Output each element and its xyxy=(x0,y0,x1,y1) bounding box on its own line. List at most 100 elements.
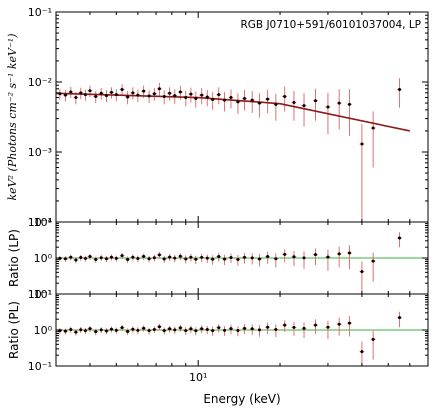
data-point xyxy=(217,255,221,259)
data-point xyxy=(168,255,172,259)
data-point xyxy=(99,91,103,95)
data-point xyxy=(120,88,124,92)
spectrum-frame xyxy=(55,11,429,223)
data-point xyxy=(242,255,246,259)
data-point xyxy=(88,255,92,259)
data-point xyxy=(126,95,130,99)
data-point xyxy=(302,104,306,108)
data-point xyxy=(83,256,87,260)
data-point xyxy=(211,257,215,261)
spectrum-ticks: 10⁻¹ 10⁻² 10⁻³ 10⁻⁴ xyxy=(28,6,429,229)
data-point xyxy=(79,328,83,332)
data-point xyxy=(189,255,193,259)
data-point xyxy=(184,329,188,333)
data-point xyxy=(114,93,118,97)
x-axis-label: Energy (keV) xyxy=(203,392,280,406)
data-point xyxy=(257,101,261,105)
data-point xyxy=(194,329,198,333)
data-point xyxy=(360,350,364,354)
data-point xyxy=(229,96,233,100)
y-tick-label: 10⁻¹ xyxy=(28,6,52,19)
data-point xyxy=(126,329,130,333)
ratio-pl-y-axis-label: Ratio (PL) xyxy=(7,301,21,359)
data-point xyxy=(292,255,296,259)
data-point xyxy=(58,92,62,96)
ratio-lp-error-bars xyxy=(57,232,402,294)
data-point xyxy=(99,256,103,260)
data-point xyxy=(147,257,151,261)
data-point xyxy=(136,93,140,97)
data-point xyxy=(79,91,83,95)
data-point xyxy=(88,89,92,93)
y-tick-label: 10⁻³ xyxy=(28,146,52,159)
ratio-lp-panel: 10¹ 10⁰ 10⁻¹ Ratio (LP) xyxy=(7,216,429,301)
data-point xyxy=(94,257,98,261)
data-point xyxy=(337,252,341,256)
data-point xyxy=(104,94,108,98)
data-point xyxy=(283,252,287,256)
data-point xyxy=(292,325,296,329)
data-point xyxy=(337,322,341,326)
y-tick-label: 10⁰ xyxy=(34,252,53,265)
data-point xyxy=(147,94,151,98)
data-point xyxy=(110,255,114,259)
data-point xyxy=(211,329,215,333)
spectrum-data-points xyxy=(58,87,402,146)
data-point xyxy=(236,328,240,332)
data-point xyxy=(371,259,375,263)
data-point xyxy=(326,325,330,329)
data-point xyxy=(200,93,204,97)
y-tick-label: 10⁻² xyxy=(28,76,52,89)
data-point xyxy=(205,256,209,260)
data-point xyxy=(266,255,270,259)
data-point xyxy=(326,255,330,259)
data-point xyxy=(178,326,182,330)
data-point xyxy=(236,257,240,261)
data-point xyxy=(131,327,135,331)
data-point xyxy=(302,326,306,330)
data-point xyxy=(162,329,166,333)
data-point xyxy=(398,236,402,240)
data-point xyxy=(114,328,118,332)
data-point xyxy=(217,326,221,330)
y-tick-label: 10⁰ xyxy=(34,324,53,337)
data-point xyxy=(274,328,278,332)
spectrum-y-axis-label: keV² (Photons cm⁻² s⁻¹ keV⁻¹) xyxy=(6,34,19,201)
ratio-lp-data-points xyxy=(58,236,402,274)
data-point xyxy=(99,328,103,332)
data-point xyxy=(250,256,254,260)
data-point xyxy=(194,257,198,261)
data-point xyxy=(178,254,182,258)
data-point xyxy=(157,87,161,91)
data-point xyxy=(200,327,204,331)
data-point xyxy=(104,329,108,333)
data-point xyxy=(398,88,402,92)
data-point xyxy=(83,93,87,97)
data-point xyxy=(142,89,146,93)
data-point xyxy=(347,102,351,106)
data-point xyxy=(217,93,221,97)
data-point xyxy=(136,256,140,260)
data-point xyxy=(152,256,156,260)
data-point xyxy=(79,256,83,260)
data-point xyxy=(173,256,177,260)
data-point xyxy=(236,100,240,104)
data-point xyxy=(200,255,204,259)
data-point xyxy=(229,327,233,331)
data-point xyxy=(229,256,233,260)
data-point xyxy=(337,101,341,105)
data-point xyxy=(292,100,296,104)
data-point xyxy=(120,326,124,330)
ratio-lp-y-axis-label: Ratio (LP) xyxy=(7,229,21,287)
data-point xyxy=(223,328,227,332)
data-point xyxy=(211,98,215,102)
data-point xyxy=(126,257,130,261)
observation-annotation: RGB J0710+591/60101037004, LP xyxy=(240,19,421,31)
data-point xyxy=(266,325,270,329)
data-point xyxy=(205,328,209,332)
data-point xyxy=(189,92,193,96)
data-point xyxy=(83,329,87,333)
data-point xyxy=(302,256,306,260)
data-point xyxy=(168,327,172,331)
